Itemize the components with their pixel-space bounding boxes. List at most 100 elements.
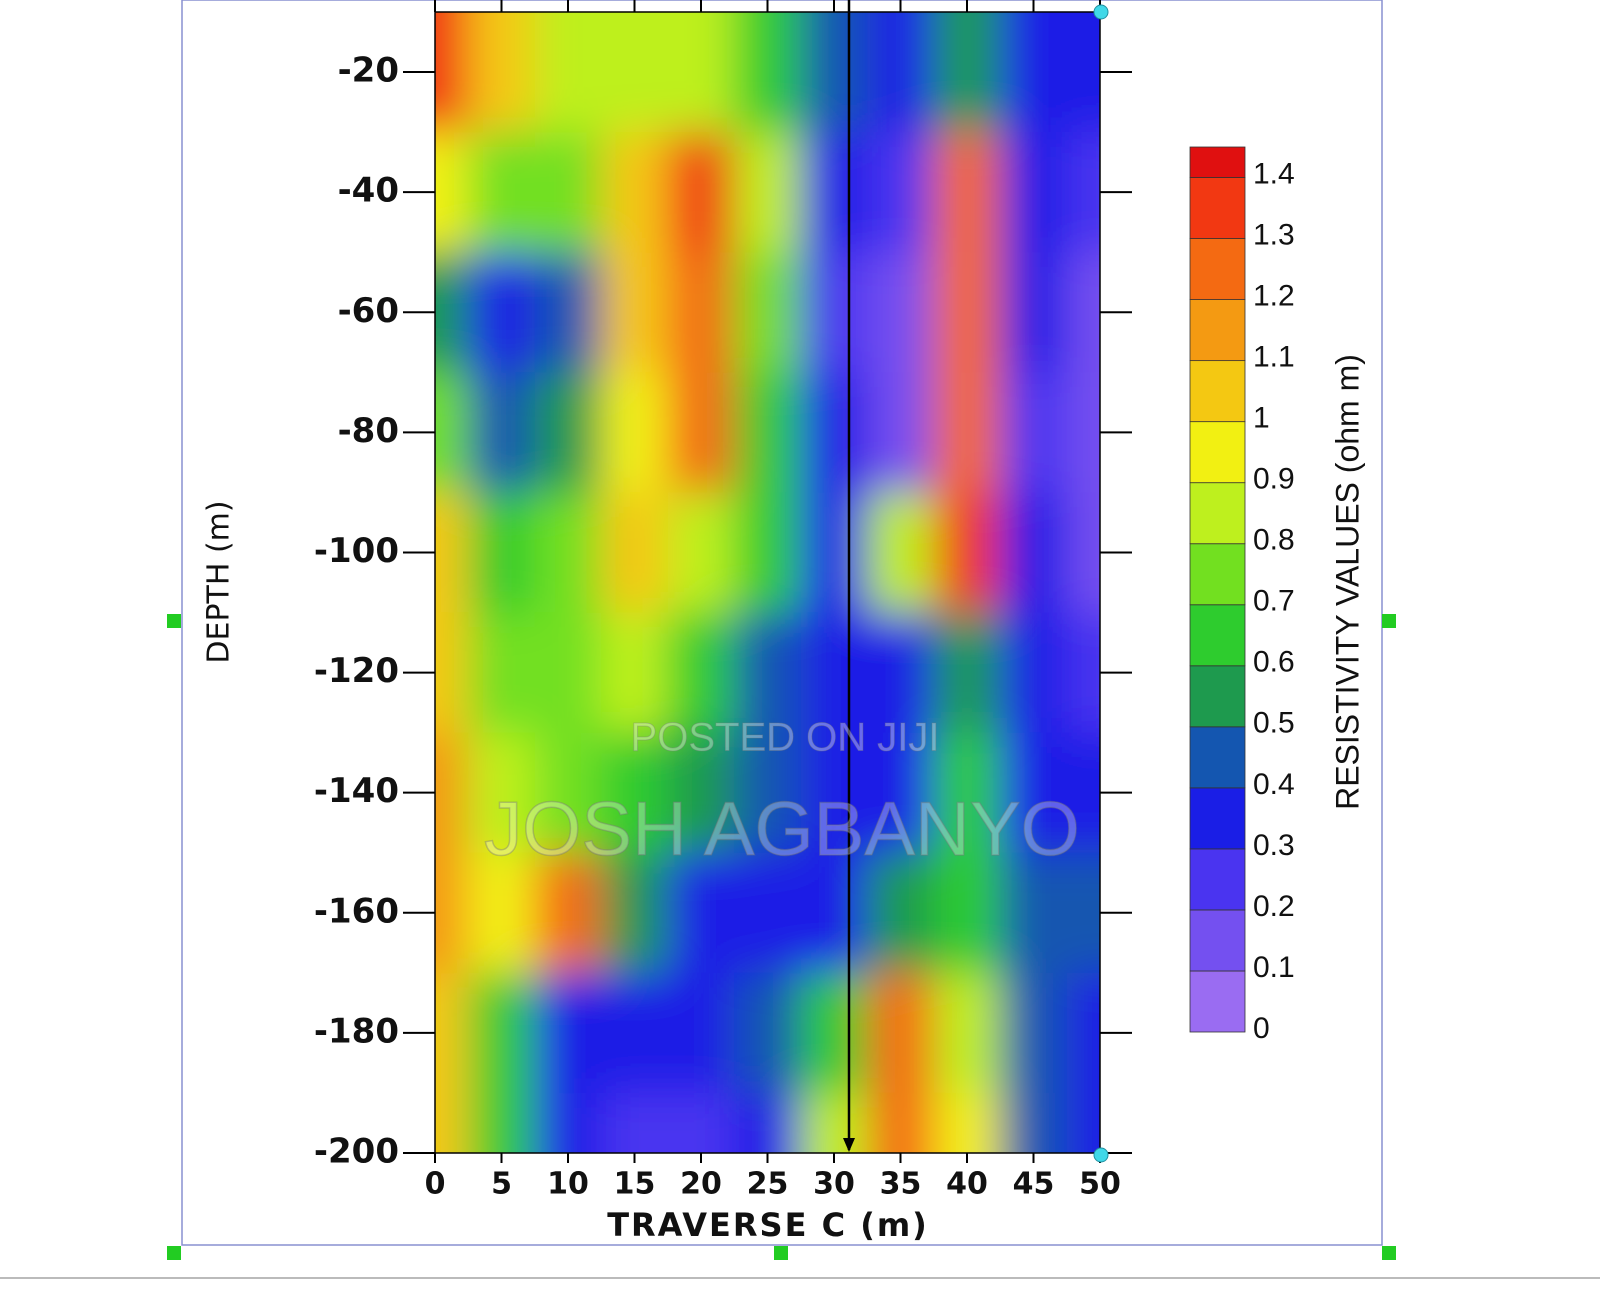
colorbar-tick-label: 1.4 bbox=[1253, 157, 1295, 190]
y-tick-label: -160 bbox=[314, 891, 399, 931]
resistivity-cell bbox=[601, 612, 669, 734]
resistivity-cell bbox=[667, 132, 736, 254]
contour-field bbox=[435, 12, 1100, 1153]
x-tick-label: 15 bbox=[614, 1167, 656, 1202]
colorbar-tick-label: 0.1 bbox=[1253, 951, 1295, 984]
resistivity-cell bbox=[933, 612, 1002, 734]
resistivity-cell bbox=[601, 972, 669, 1094]
resistivity-cell bbox=[667, 1092, 736, 1153]
colorbar-band bbox=[1189, 360, 1246, 423]
resistivity-cell bbox=[435, 732, 470, 854]
resistivity-cell bbox=[1066, 492, 1100, 614]
resistivity-cell bbox=[534, 252, 603, 374]
resistivity-cell bbox=[933, 492, 1002, 614]
y-tick-label: -120 bbox=[314, 651, 399, 691]
resistivity-cell bbox=[933, 132, 1002, 254]
colorbar-band bbox=[1189, 146, 1246, 178]
resistivity-cell bbox=[734, 732, 802, 854]
resistivity-cell bbox=[1066, 252, 1100, 374]
resistivity-cell bbox=[468, 1092, 536, 1153]
colorbar-band bbox=[1189, 177, 1246, 239]
resistivity-cell bbox=[867, 132, 935, 254]
resistivity-cell bbox=[468, 252, 536, 374]
resistivity-cell bbox=[534, 612, 603, 734]
resistivity-cell bbox=[667, 972, 736, 1094]
colorbar-band bbox=[1189, 299, 1246, 362]
resistivity-cell bbox=[1066, 852, 1100, 974]
resistivity-cell bbox=[667, 732, 736, 854]
handle[interactable] bbox=[1382, 614, 1396, 628]
resistivity-cell bbox=[667, 612, 736, 734]
colorbar-tick-label: 0.6 bbox=[1253, 646, 1295, 679]
handle[interactable] bbox=[1382, 1246, 1396, 1260]
resistivity-cell bbox=[601, 12, 669, 134]
resistivity-cell bbox=[1000, 1092, 1068, 1153]
resistivity-cell bbox=[534, 732, 603, 854]
resistivity-cell bbox=[601, 372, 669, 494]
resistivity-cell bbox=[601, 252, 669, 374]
y-tick-label: -180 bbox=[314, 1011, 399, 1051]
resistivity-cell bbox=[1000, 852, 1068, 974]
colorbar-band bbox=[1189, 909, 1246, 972]
resistivity-cell bbox=[800, 612, 869, 734]
resistivity-cell bbox=[435, 132, 470, 254]
profile-arrow bbox=[843, 1138, 855, 1152]
resistivity-cell bbox=[667, 852, 736, 974]
handle[interactable] bbox=[167, 1246, 181, 1260]
x-axis-label: TRAVERSE C (m) bbox=[607, 1206, 929, 1244]
resistivity-cell bbox=[534, 972, 603, 1094]
resistivity-cell bbox=[534, 372, 603, 494]
resistivity-cell bbox=[734, 252, 802, 374]
resistivity-cell bbox=[667, 372, 736, 494]
resistivity-cell bbox=[534, 132, 603, 254]
resistivity-cell bbox=[734, 972, 802, 1094]
y-tick-label: -200 bbox=[314, 1132, 399, 1172]
y-tick-label: -140 bbox=[314, 771, 399, 811]
colorbar-tick-label: 0.9 bbox=[1253, 463, 1295, 496]
resistivity-cell bbox=[435, 612, 470, 734]
resistivity-cell bbox=[468, 12, 536, 134]
resistivity-cell bbox=[468, 612, 536, 734]
resistivity-cell bbox=[667, 492, 736, 614]
resistivity-cell bbox=[468, 132, 536, 254]
colorbar-tick-label: 0 bbox=[1253, 1012, 1270, 1045]
y-tick-label: -40 bbox=[338, 171, 399, 211]
colorbar-band bbox=[1189, 787, 1246, 850]
resistivity-cell bbox=[933, 972, 1002, 1094]
handle[interactable] bbox=[167, 614, 181, 628]
cells bbox=[435, 12, 1100, 1153]
resistivity-cell bbox=[867, 852, 935, 974]
x-tick-label: 20 bbox=[680, 1167, 722, 1202]
colorbar-tick-label: 0.4 bbox=[1253, 768, 1295, 801]
resistivity-cell bbox=[800, 372, 869, 494]
colorbar-band bbox=[1189, 726, 1246, 789]
colorbar-tick-label: 0.5 bbox=[1253, 707, 1295, 740]
resistivity-cell bbox=[867, 1092, 935, 1153]
resistivity-cell bbox=[1000, 132, 1068, 254]
resistivity-cell bbox=[1066, 1092, 1100, 1153]
resistivity-cell bbox=[867, 372, 935, 494]
colorbar-band bbox=[1189, 970, 1246, 1033]
resistivity-cell bbox=[601, 1092, 669, 1153]
resistivity-cell bbox=[800, 732, 869, 854]
colorbar-tick-label: 1.1 bbox=[1253, 341, 1295, 374]
handle[interactable] bbox=[1093, 4, 1109, 20]
resistivity-cell bbox=[1066, 132, 1100, 254]
colorbar-tick-label: 0.7 bbox=[1253, 585, 1295, 618]
resistivity-cell bbox=[534, 492, 603, 614]
resistivity-cell bbox=[1066, 732, 1100, 854]
resistivity-cell bbox=[435, 852, 470, 974]
resistivity-cell bbox=[800, 1092, 869, 1153]
x-tick-label: 0 bbox=[425, 1167, 446, 1202]
handle[interactable] bbox=[1093, 1147, 1109, 1163]
resistivity-cell bbox=[933, 372, 1002, 494]
resistivity-cell bbox=[734, 372, 802, 494]
colorbar-tick-label: 1.3 bbox=[1253, 218, 1295, 251]
colorbar-tick-label: 0.8 bbox=[1253, 524, 1295, 557]
watermark: POSTED ON JIJI bbox=[631, 716, 940, 760]
colorbar-label: RESISTIVITY VALUES (ohm m) bbox=[1329, 354, 1365, 810]
resistivity-cell bbox=[534, 12, 603, 134]
resistivity-cell bbox=[933, 1092, 1002, 1153]
handle[interactable] bbox=[774, 1246, 788, 1260]
